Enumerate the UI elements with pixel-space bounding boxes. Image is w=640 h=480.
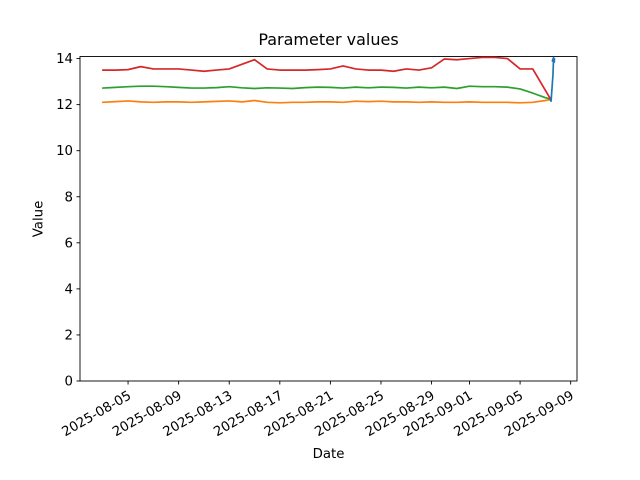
series-red: [101, 56, 552, 100]
y-tick-label: 0: [65, 375, 73, 390]
y-tick-label: 2: [65, 328, 73, 343]
y-tick-label: 8: [65, 190, 73, 205]
y-tick-label: 12: [56, 98, 73, 113]
series-green: [101, 85, 552, 100]
x-axis-label: Date: [312, 447, 345, 462]
y-tick-label: 4: [65, 282, 73, 297]
y-tick-label: 14: [56, 52, 73, 67]
series-blue: [549, 56, 556, 103]
axes-spines: [79, 56, 578, 382]
series-orange: [101, 98, 552, 104]
y-tick-label: 10: [56, 144, 73, 159]
chart-title: Parameter values: [258, 30, 399, 49]
y-tick-label: 6: [65, 236, 73, 251]
